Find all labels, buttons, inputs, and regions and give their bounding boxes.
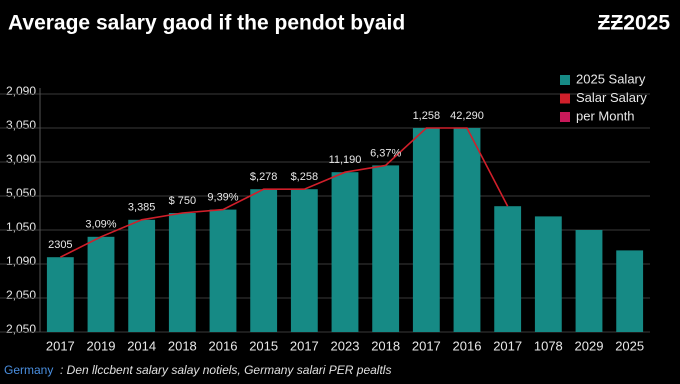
bar [46, 257, 74, 332]
x-tick-label: 2017 [290, 338, 319, 353]
annotation: $,278 [250, 171, 278, 183]
y-tick-label: 2,090 [6, 84, 36, 98]
legend-swatch [560, 75, 570, 85]
bar [128, 219, 156, 332]
bar [534, 216, 562, 332]
annotation: $ 750 [169, 195, 197, 207]
x-tick-label: 2017 [493, 338, 522, 353]
annotation: 3,385 [128, 202, 156, 214]
x-tick-label: 2014 [127, 338, 156, 353]
legend-label: 2025 Salary [576, 71, 646, 86]
annotation: 9,39% [207, 192, 238, 204]
annotation: 6,37% [370, 147, 401, 159]
bar [616, 250, 644, 332]
annotation: $,258 [291, 171, 319, 183]
source-text: : Den llccbent salary salay notiels, Ger… [60, 363, 391, 377]
y-tick-label: 3,090 [6, 152, 36, 166]
chart-title: Average salary gaod if the pendot byaid [8, 12, 405, 35]
x-tick-label: 2023 [331, 338, 360, 353]
bar [575, 230, 603, 332]
y-tick-label: 2,050 [6, 288, 36, 302]
x-tick-label: 2016 [453, 338, 482, 353]
y-tick-label: 2,050 [6, 322, 36, 336]
bar [494, 206, 522, 332]
x-tick-label: 2029 [575, 338, 604, 353]
x-tick-label: 1078 [534, 338, 563, 353]
legend-swatch [560, 112, 570, 122]
annotation: 1,258 [413, 110, 441, 122]
x-tick-label: 2017 [46, 338, 75, 353]
x-tick-label: 2025 [615, 338, 644, 353]
annotation: 42,290 [450, 110, 484, 122]
annotation: 3,09% [85, 219, 116, 231]
bar [250, 189, 278, 332]
bar [168, 213, 196, 332]
bar [209, 209, 237, 332]
badge: ƵƵ2025 [598, 12, 671, 35]
x-tick-label: 2018 [168, 338, 197, 353]
legend-label: Salar Salary [576, 90, 647, 105]
bar [372, 165, 400, 332]
annotation: 2305 [48, 239, 72, 251]
x-tick-label: 2017 [412, 338, 441, 353]
y-tick-label: 5,050 [6, 186, 36, 200]
x-tick-label: 2018 [371, 338, 400, 353]
legend-label: per Month [576, 108, 635, 123]
legend-swatch [560, 93, 570, 104]
bar [87, 236, 115, 332]
y-tick-label: 1,090 [6, 254, 36, 268]
bar [290, 189, 318, 332]
annotation: 11,190 [329, 154, 362, 166]
y-tick-label: 1,050 [6, 220, 36, 234]
bar [453, 128, 481, 332]
x-tick-label: 2019 [87, 338, 116, 353]
bar [331, 172, 359, 332]
x-tick-label: 2015 [249, 338, 278, 353]
line [59, 127, 509, 258]
source-label: Germany [4, 363, 53, 377]
y-tick-label: 3,050 [6, 118, 36, 132]
x-tick-label: 2016 [209, 338, 238, 353]
bar [412, 128, 440, 332]
